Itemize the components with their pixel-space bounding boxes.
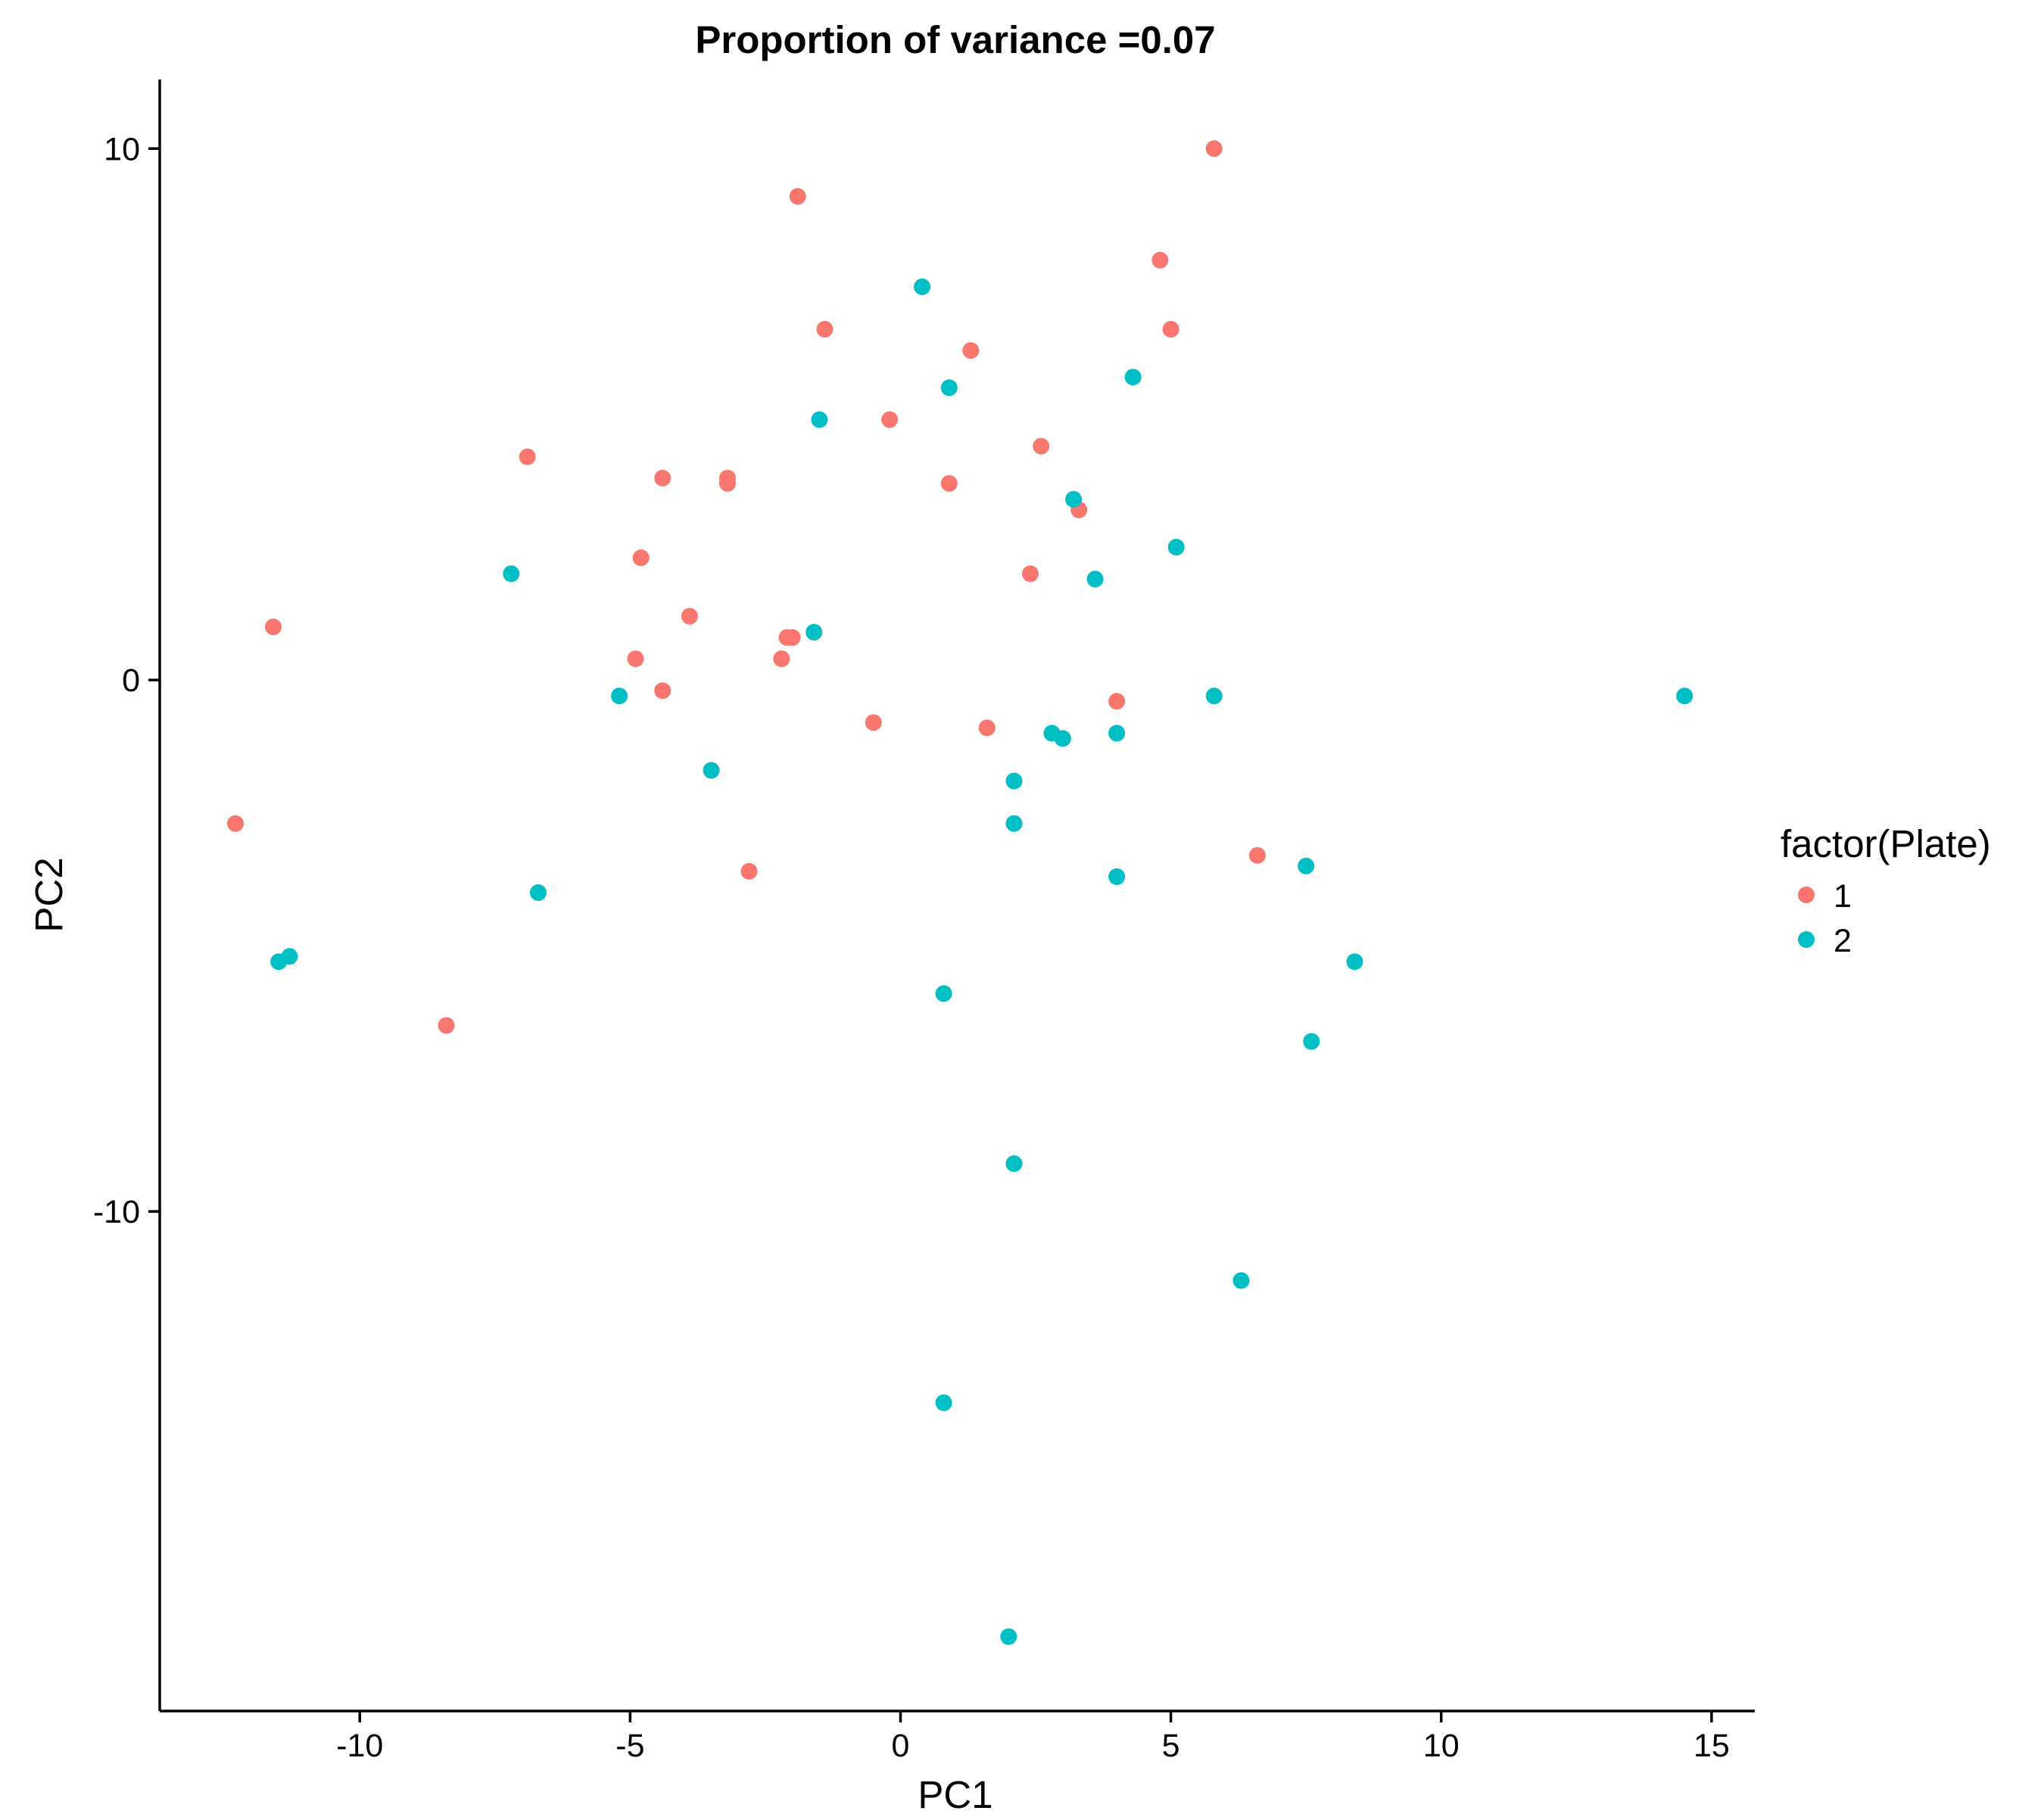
data-point-plate-1: [226, 815, 244, 832]
data-point-plate-2: [1054, 730, 1071, 747]
data-point-plate-2: [503, 565, 520, 582]
x-tick-label: 5: [1162, 1728, 1180, 1764]
data-point-plate-1: [789, 188, 806, 205]
data-point-plate-1: [718, 475, 736, 492]
legend-label-1: 1: [1834, 878, 1852, 915]
data-point-plate-1: [1248, 846, 1266, 864]
data-point-plate-2: [1108, 725, 1126, 742]
data-point-plate-1: [632, 549, 650, 566]
legend-label-2: 2: [1834, 923, 1852, 959]
data-point-plate-2: [940, 379, 958, 397]
data-point-plate-1: [816, 320, 833, 338]
data-point-plate-1: [773, 650, 790, 668]
data-point-plate-2: [1232, 1272, 1250, 1289]
x-tick-label: -5: [615, 1728, 644, 1764]
data-point-plate-1: [1033, 438, 1050, 455]
y-axis-ticks: -10 0 10: [93, 131, 160, 1230]
data-point-plate-2: [805, 624, 823, 641]
data-point-plate-2: [1167, 538, 1185, 556]
data-point-plate-1: [881, 411, 899, 429]
data-point-plate-2: [1086, 570, 1104, 587]
data-point-plate-2: [703, 762, 720, 779]
data-point-plate-1: [1162, 320, 1179, 338]
data-point-plate-1: [627, 650, 644, 668]
data-point-plate-2: [935, 985, 952, 1002]
data-point-plate-1: [962, 341, 980, 359]
data-point-plate-2: [1298, 857, 1315, 874]
points-layer: [226, 140, 1693, 1645]
data-point-plate-2: [1005, 1155, 1023, 1172]
x-tick-label: 10: [1423, 1728, 1460, 1764]
data-point-plate-2: [1065, 491, 1083, 508]
y-tick-label: 10: [104, 131, 140, 167]
data-point-plate-1: [1021, 565, 1039, 582]
data-point-plate-2: [1346, 953, 1363, 971]
data-point-plate-2: [611, 687, 628, 705]
data-point-plate-2: [1000, 1628, 1017, 1645]
x-tick-label: 0: [892, 1728, 910, 1764]
data-point-plate-2: [1124, 369, 1142, 386]
data-point-plate-1: [519, 448, 536, 466]
data-point-plate-1: [1108, 693, 1126, 710]
data-point-plate-2: [270, 953, 288, 971]
data-point-plate-1: [1151, 251, 1169, 269]
data-point-plate-2: [935, 1394, 952, 1411]
y-axis-label: PC2: [27, 857, 70, 932]
data-point-plate-1: [784, 629, 801, 647]
series-1: [226, 140, 1266, 1034]
series-2: [270, 278, 1693, 1645]
data-point-plate-1: [1205, 140, 1223, 157]
x-axis-ticks: -10 -5 0 5 10 15: [336, 1711, 1730, 1764]
legend-marker-2: [1798, 931, 1815, 948]
chart-title: Proportion of variance =0.07: [695, 18, 1215, 61]
data-point-plate-1: [865, 714, 882, 731]
legend: factor(Plate) 1 2: [1781, 822, 1991, 959]
legend-marker-1: [1798, 887, 1815, 903]
data-point-plate-1: [740, 862, 758, 880]
data-point-plate-2: [1108, 868, 1126, 885]
data-point-plate-2: [1303, 1033, 1320, 1050]
data-point-plate-2: [914, 278, 931, 295]
y-tick-label: -10: [93, 1194, 140, 1230]
data-point-plate-1: [438, 1017, 455, 1034]
data-point-plate-2: [1676, 687, 1693, 705]
data-point-plate-1: [264, 619, 282, 636]
data-point-plate-1: [654, 469, 671, 487]
x-tick-label: -10: [336, 1728, 383, 1764]
data-point-plate-2: [1005, 815, 1023, 832]
y-tick-label: 0: [122, 662, 140, 699]
data-point-plate-1: [978, 719, 996, 737]
x-axis-label: PC1: [918, 1773, 992, 1816]
data-point-plate-1: [681, 607, 698, 625]
data-point-plate-2: [1205, 687, 1223, 705]
legend-title: factor(Plate): [1781, 822, 1991, 865]
data-point-plate-2: [1005, 772, 1023, 790]
data-point-plate-1: [940, 475, 958, 492]
data-point-plate-1: [654, 682, 671, 700]
data-point-plate-2: [811, 411, 828, 429]
x-tick-label: 15: [1693, 1728, 1730, 1764]
data-point-plate-2: [529, 884, 547, 901]
